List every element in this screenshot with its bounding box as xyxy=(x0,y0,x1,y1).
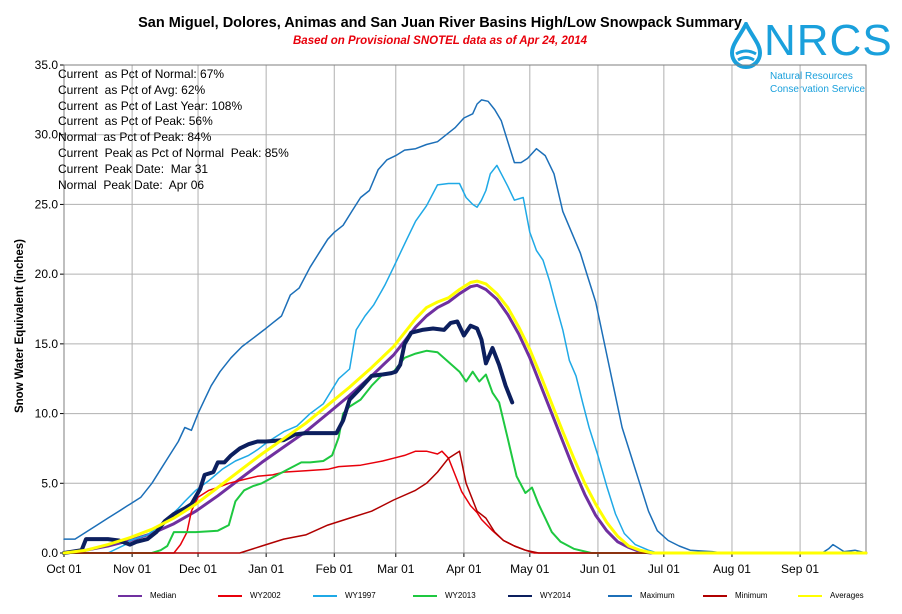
series-line-wy1997 xyxy=(63,164,867,554)
stat-line: Current as Pct of Peak: 56% xyxy=(58,114,213,129)
x-tick-label: May 01 xyxy=(510,562,550,576)
x-tick-label: Dec 01 xyxy=(179,562,217,576)
y-tick-label: 25.0 xyxy=(35,197,59,211)
chart-title: San Miguel, Dolores, Animas and San Juan… xyxy=(138,15,742,31)
nrcs-logo: NRCS Natural Resources Conservation Serv… xyxy=(726,16,892,98)
series-line-wy2013 xyxy=(63,349,867,554)
stat-line: Current as Pct of Last Year: 108% xyxy=(58,98,243,113)
x-tick-label: Mar 01 xyxy=(377,562,415,576)
stat-line: Current as Pct of Avg: 62% xyxy=(58,82,206,97)
y-tick-label: 10.0 xyxy=(35,407,59,421)
legend-label: WY2002 xyxy=(250,591,281,600)
x-tick-label: Sep 01 xyxy=(781,562,819,576)
x-tick-label: Jul 01 xyxy=(648,562,680,576)
x-tick-label: Oct 01 xyxy=(46,562,82,576)
legend-label: Averages xyxy=(830,591,864,600)
x-tick-label: Jun 01 xyxy=(580,562,616,576)
legend-swatch xyxy=(313,595,337,597)
legend-label: WY1997 xyxy=(345,591,376,600)
legend-swatch xyxy=(703,595,727,597)
stat-line: Current Peak as Pct of Normal Peak: 85% xyxy=(58,145,289,160)
y-tick-label: 30.0 xyxy=(35,128,59,142)
legend-swatch xyxy=(608,595,632,597)
stat-line: Current Peak Date: Mar 31 xyxy=(58,161,209,176)
x-tick-label: Jan 01 xyxy=(248,562,284,576)
chart-subtitle: Based on Provisional SNOTEL data as of A… xyxy=(293,35,587,47)
chart-legend: Median WY2002 WY1997 WY2013 WY2014 Maximum Min… xyxy=(0,589,902,605)
y-tick-label: 5.0 xyxy=(41,476,58,490)
series-line-averages xyxy=(62,279,868,555)
series-line-wy2002 xyxy=(63,450,867,554)
stat-line: Current as Pct of Normal: 67% xyxy=(58,67,225,81)
legend-swatch xyxy=(218,595,242,597)
x-tick-label: Feb 01 xyxy=(316,562,354,576)
stat-line: Normal Peak Date: Apr 06 xyxy=(58,177,205,192)
series-line-wy2014 xyxy=(62,319,515,555)
legend-swatch xyxy=(798,595,822,597)
legend-swatch xyxy=(118,595,142,597)
logo-line-1: Natural Resources xyxy=(770,71,853,82)
legend-label: WY2013 xyxy=(445,591,476,600)
legend-label: Maximum xyxy=(640,591,675,600)
legend-swatch xyxy=(413,595,437,597)
plot-border xyxy=(63,64,867,554)
water-drop-icon xyxy=(729,22,763,69)
x-tick-label: Aug 01 xyxy=(713,562,751,576)
logo-line-2: Conservation Service xyxy=(770,84,866,95)
y-tick-label: 15.0 xyxy=(35,337,59,351)
series-line-median xyxy=(62,283,868,555)
x-tick-label: Nov 01 xyxy=(113,562,151,576)
legend-label: WY2014 xyxy=(540,591,571,600)
y-tick-label: 20.0 xyxy=(35,267,59,281)
x-tick-label: Apr 01 xyxy=(446,562,482,576)
legend-label: Median xyxy=(150,591,177,600)
series-line-maximum xyxy=(63,99,867,554)
y-axis-label: Snow Water Equivalent (inches) xyxy=(14,238,26,414)
logo-wordmark: NRCS xyxy=(764,16,893,65)
legend-label: Minimum xyxy=(735,591,768,600)
legend-swatch xyxy=(508,595,532,597)
y-tick-label: 0.0 xyxy=(41,546,58,560)
series-line-minimum xyxy=(63,450,867,554)
y-tick-label: 35.0 xyxy=(35,58,59,72)
stats-block: Current as Pct of Normal: 67% Current as… xyxy=(58,67,289,193)
stat-line: Normal as Pct of Peak: 84% xyxy=(58,130,212,145)
